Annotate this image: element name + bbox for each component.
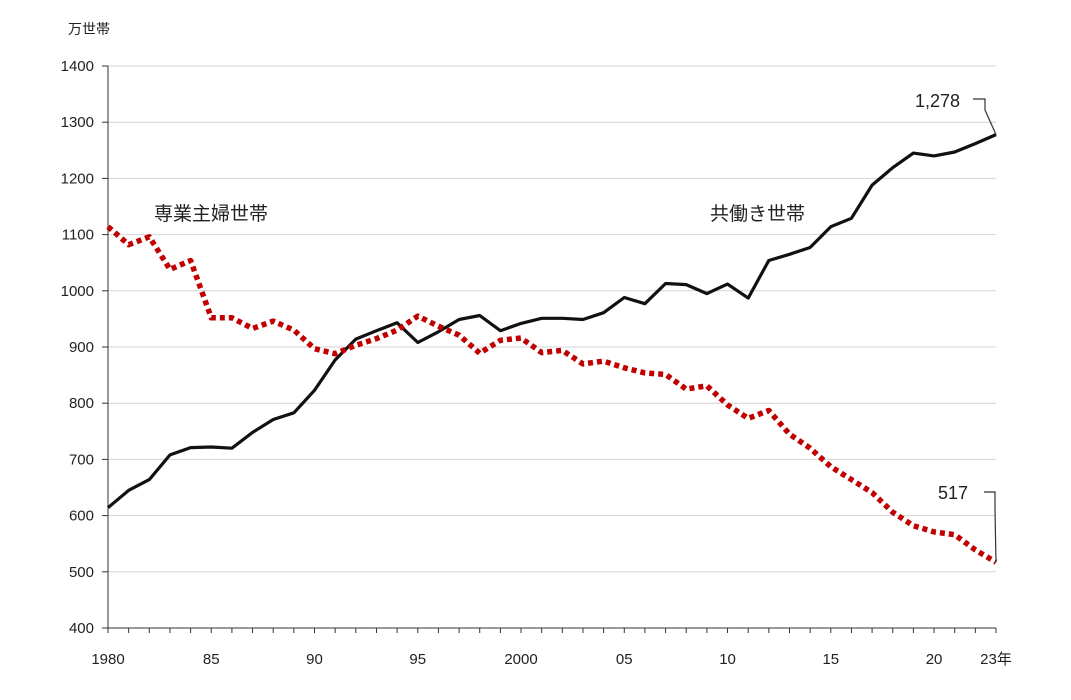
x-tick-label: 90 (306, 651, 323, 668)
x-tick-label: 15 (822, 651, 839, 668)
x-tick-label: 05 (616, 651, 633, 668)
x-tick-label: 2000 (504, 651, 537, 668)
gridlines (108, 65, 996, 573)
x-tick-label: 85 (203, 651, 220, 668)
series-lines (106, 133, 998, 565)
y-axis-unit-label: 万世帯 (68, 22, 110, 38)
dual-income-end-value: 1,278 (915, 91, 960, 111)
y-tick-label: 1200 (61, 170, 94, 187)
y-tick-label: 600 (69, 508, 94, 525)
x-tick-labels: 1980 85 90 95 2000 05 10 15 20 23年 (91, 628, 1012, 668)
x-tick-label: 20 (926, 651, 943, 668)
y-tick-label: 500 (69, 564, 94, 581)
x-tick-label: 95 (409, 651, 426, 668)
housewife-leader-line (984, 491, 997, 563)
y-tick-label: 900 (69, 339, 94, 356)
y-tick-label: 1000 (61, 283, 94, 300)
x-tick-label: 1980 (91, 651, 124, 668)
end-value-callouts: 1,278 517 (915, 91, 997, 563)
y-tick-label: 1100 (62, 227, 94, 244)
series-label-dual-income: 共働き世帯 (710, 203, 805, 225)
y-tick-label: 1300 (61, 114, 94, 131)
series-label-housewife: 専業主婦世帯 (154, 203, 268, 225)
series-line-dual-income (106, 133, 997, 509)
y-tick-label: 700 (69, 451, 94, 468)
x-tick-label: 23年 (980, 651, 1012, 668)
y-tick-label: 400 (69, 620, 94, 637)
series-line-housewife (106, 224, 998, 565)
dual-income-leader-line (973, 98, 997, 135)
y-tick-labels: 400 500 600 700 800 900 1000 1100 1200 1300 1400 (61, 58, 108, 637)
housewife-end-value: 517 (938, 483, 968, 503)
y-tick-label: 800 (69, 395, 94, 412)
x-tick-label: 10 (719, 651, 736, 668)
y-tick-label: 1400 (61, 58, 94, 75)
